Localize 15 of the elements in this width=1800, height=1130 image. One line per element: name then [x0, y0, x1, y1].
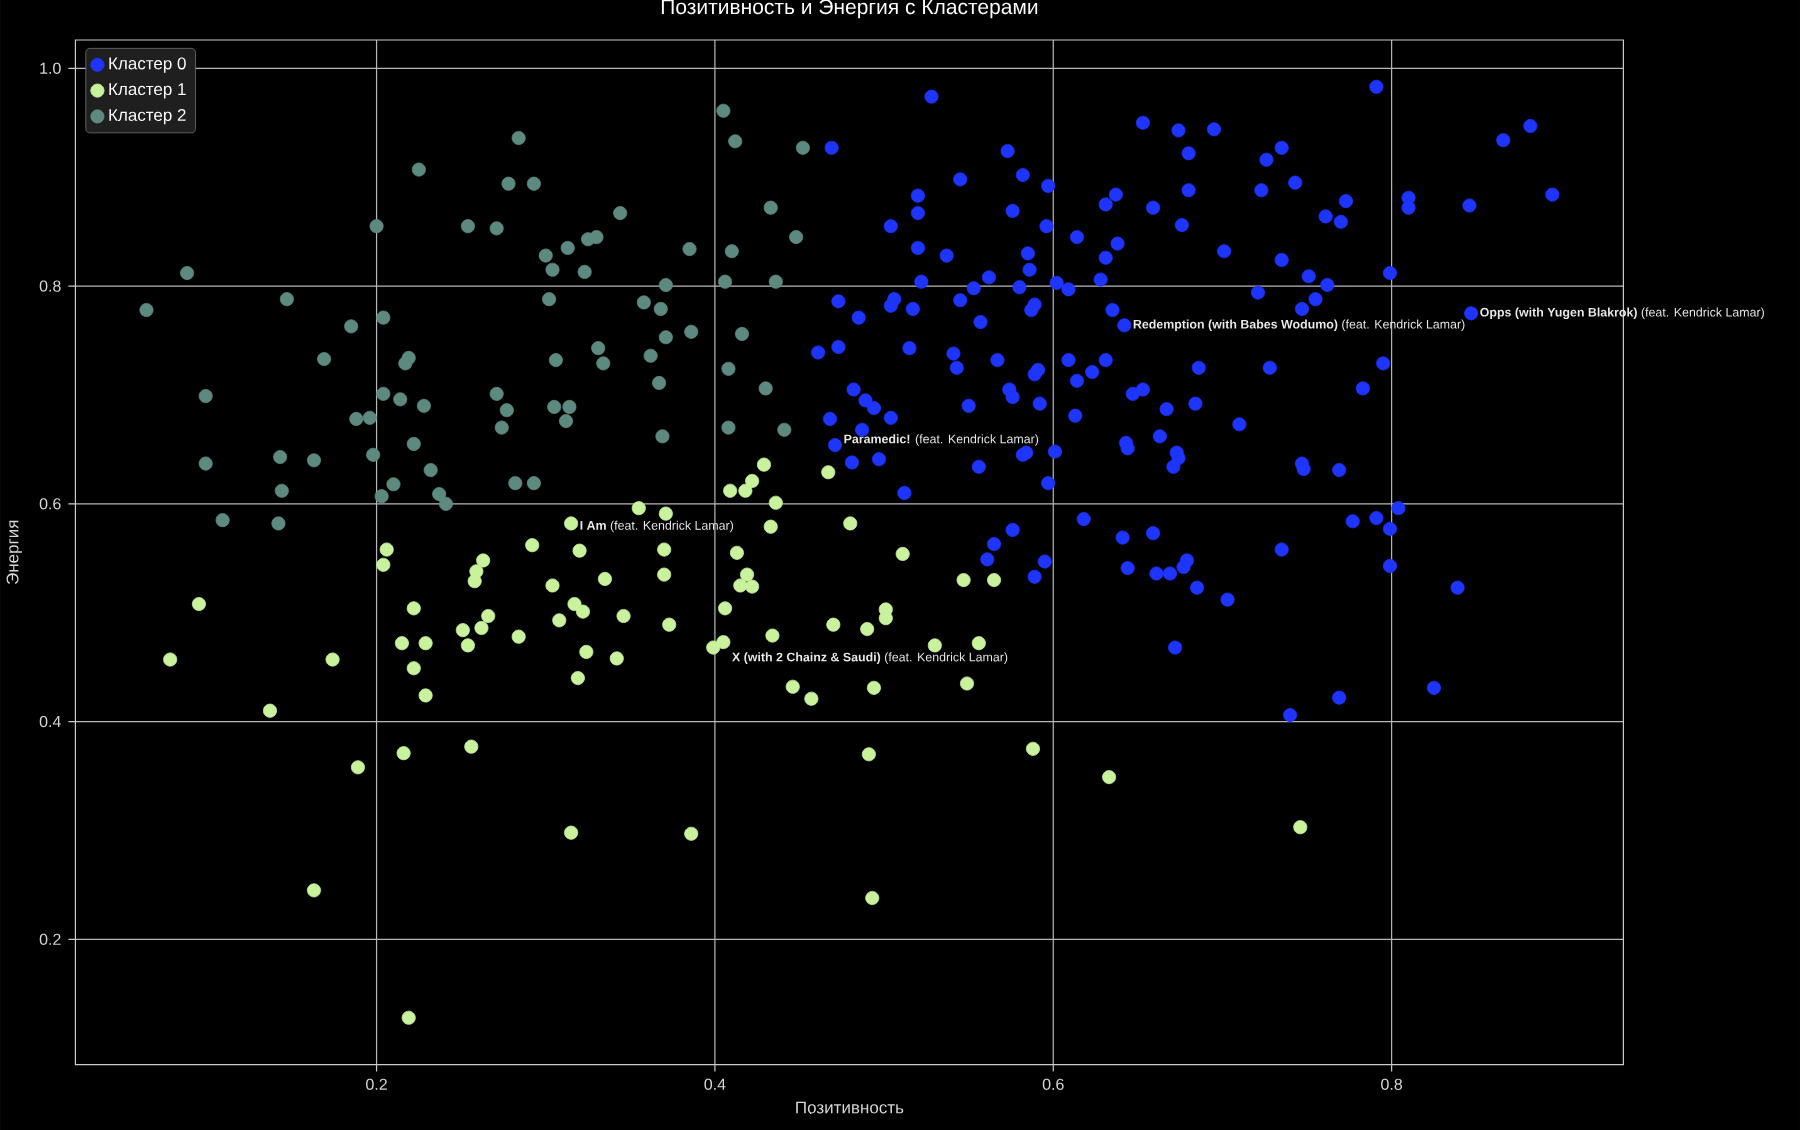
x-tick-label: 0.2 — [366, 1078, 387, 1090]
x-tick-label: 0.6 — [1042, 1078, 1064, 1090]
y-tick-label: 0.2 — [39, 933, 61, 946]
y-tick-label: 0.8 — [39, 280, 61, 292]
y-tick-label: 0.4 — [39, 715, 61, 728]
x-tick-label: 0.4 — [704, 1078, 726, 1090]
x-axis-title: Позитивность — [796, 1101, 904, 1114]
y-tick-label: 0.6 — [39, 498, 61, 510]
legend-label: Кластер 2 — [109, 108, 186, 125]
y-tick-label: 1.0 — [40, 62, 61, 74]
y-axis-title: Энергия — [6, 520, 22, 585]
chart-title: Позитивность и Энергия с Кластерами — [661, 0, 1038, 19]
legend-label: Кластер 1 — [109, 83, 186, 99]
legend-label: Кластер 0 — [109, 57, 186, 73]
x-tick-label: 0.8 — [1381, 1078, 1403, 1090]
